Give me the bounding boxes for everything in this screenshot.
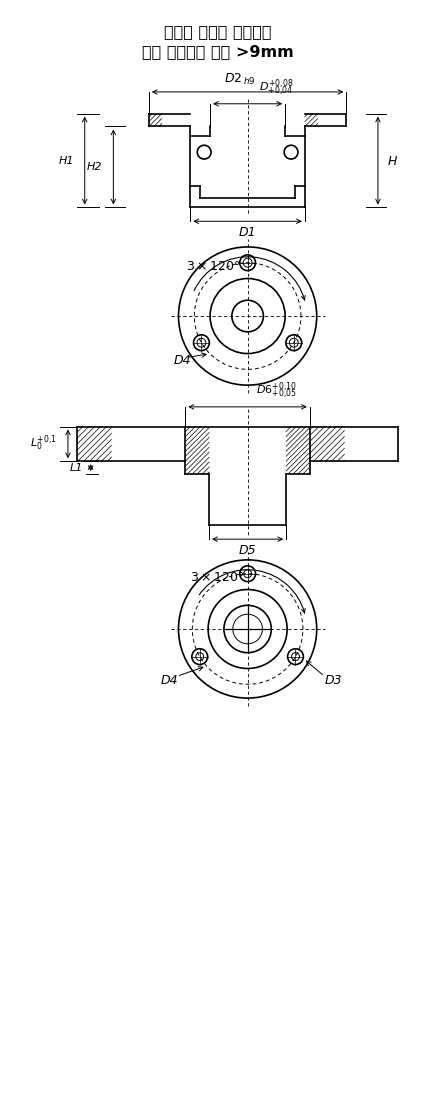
Text: H1: H1 [58,156,74,167]
Text: $D6^{+0{,}10}_{+0{,}05}$: $D6^{+0{,}10}_{+0{,}05}$ [255,381,296,401]
Text: $3\times120°$: $3\times120°$ [187,260,241,274]
Text: $D2_{\,h9}$: $D2_{\,h9}$ [224,72,255,87]
Text: L1: L1 [69,463,83,473]
Text: D4: D4 [161,674,178,687]
Text: D3: D3 [325,674,342,687]
Text: 매립형 클램핑 플레이트: 매립형 클램핑 플레이트 [164,24,272,40]
Text: H2: H2 [87,162,102,172]
Text: D5: D5 [239,544,256,557]
Text: H: H [388,154,397,168]
Text: $3\times120°$: $3\times120°$ [191,571,245,585]
Text: D4: D4 [174,354,191,367]
Text: $L^{+0{,}1}_{0}$: $L^{+0{,}1}_{0}$ [30,435,57,454]
Text: 적용 플레이트 두께 >9mm: 적용 플레이트 두께 >9mm [142,44,294,58]
Text: D1: D1 [239,226,256,239]
Text: $D^{+0{,}08}_{+0{,}04}$: $D^{+0{,}08}_{+0{,}04}$ [259,77,294,99]
